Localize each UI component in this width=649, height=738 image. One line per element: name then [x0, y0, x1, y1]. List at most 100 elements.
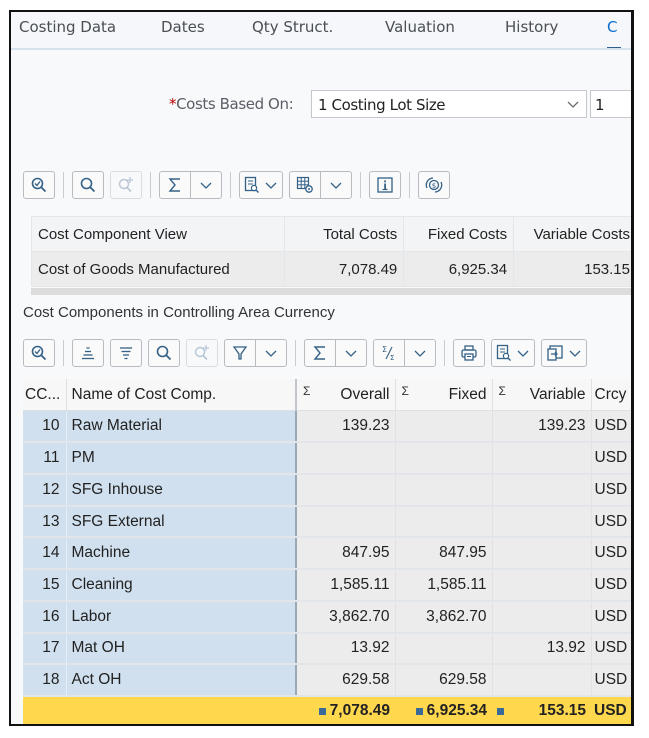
sum-menu-button[interactable]	[159, 171, 222, 199]
table-row[interactable]: 12 SFG Inhouse USD	[23, 474, 631, 507]
toolbar-separator	[230, 172, 231, 198]
fixed-cell	[395, 442, 493, 476]
export-icon	[547, 345, 563, 361]
name-cell: Machine	[66, 537, 297, 571]
export-menu-button[interactable]	[541, 339, 587, 367]
details-button[interactable]	[23, 339, 55, 367]
find-button[interactable]	[148, 339, 180, 367]
total-row: 7,078.49 6,925.34 153.15 USD	[23, 695, 631, 724]
find-button[interactable]	[72, 171, 104, 199]
cost-component-view-cell: Cost of Goods Manufactured	[31, 251, 285, 287]
tab-valuation[interactable]: Valuation	[385, 18, 455, 36]
tab-costing-data[interactable]: Costing Data	[19, 18, 117, 36]
overall-cell: 847.95	[296, 537, 396, 571]
info-button[interactable]	[369, 171, 401, 199]
chevron-down-icon	[414, 350, 426, 357]
toolbar-separator	[295, 340, 296, 366]
find-icon	[80, 177, 96, 193]
variable-cell: 13.92	[492, 632, 592, 666]
column-header-crcy[interactable]: Crcy	[591, 379, 631, 412]
cc-cell: 10	[23, 410, 67, 444]
column-header-fixed-label: Fixed	[448, 385, 487, 403]
cost-component-view-table: Cost Component View Total Costs Fixed Co…	[31, 216, 631, 287]
table-row[interactable]: 18 Act OH 629.58 629.58 USD	[23, 664, 631, 697]
chevron-down-icon	[200, 182, 212, 189]
toolbar-separator	[409, 172, 410, 198]
name-cell: Raw Material	[66, 410, 297, 444]
column-header-total-costs[interactable]: Total Costs	[283, 216, 405, 252]
toolbar-separator	[444, 340, 445, 366]
sort-ascending-button[interactable]	[72, 339, 104, 367]
column-header-variable-costs[interactable]: Variable Costs	[513, 216, 631, 252]
tab-history[interactable]: History	[505, 18, 559, 36]
column-header-crcy-label: Crcy	[594, 385, 627, 403]
view-menu-button[interactable]	[239, 171, 283, 199]
overall-cell	[296, 474, 396, 507]
table-row[interactable]: 14 Machine 847.95 847.95 USD	[23, 537, 631, 571]
fixed-cell: 629.58	[395, 664, 493, 697]
costs-based-on-dropdown[interactable]: 1 Costing Lot Size	[311, 90, 587, 118]
column-header-variable[interactable]: Σ Variable	[492, 379, 592, 412]
grid-header-row: CC... Name of Cost Comp. Σ Overall Σ Fixed…	[23, 379, 631, 412]
toolbar-separator	[63, 340, 64, 366]
fixed-cell: 847.95	[395, 537, 493, 571]
column-header-cost-component-view[interactable]: Cost Component View	[31, 216, 285, 252]
layout-settings-button[interactable]	[289, 171, 352, 199]
find-next-button[interactable]	[186, 339, 218, 367]
table-row[interactable]: Cost of Goods Manufactured 7,078.49 6,92…	[31, 251, 631, 287]
sum-menu-button[interactable]	[304, 339, 367, 367]
details-button[interactable]	[23, 171, 55, 199]
table-row[interactable]: 16 Labor 3,862.70 3,862.70 USD	[23, 600, 631, 634]
print-button[interactable]	[453, 339, 485, 367]
find-icon	[156, 345, 172, 361]
tab-qty-struct[interactable]: Qty Struct.	[252, 18, 334, 36]
crcy-cell: USD	[591, 632, 631, 666]
tab-cost-estimate[interactable]: C	[607, 12, 621, 48]
column-header-cc-label: CC...	[25, 385, 61, 403]
total-marker-icon	[497, 707, 504, 715]
table-row[interactable]: 15 Cleaning 1,585.11 1,585.11 USD	[23, 569, 631, 602]
total-fixed-value: 6,925.34	[426, 702, 487, 720]
overall-cell	[296, 505, 396, 539]
total-costs-cell: 7,078.49	[283, 251, 405, 287]
overall-cell: 3,862.70	[296, 600, 396, 634]
column-header-cc[interactable]: CC...	[23, 379, 67, 412]
view-menu-button[interactable]	[491, 339, 535, 367]
sort-descending-button[interactable]	[110, 339, 142, 367]
column-header-name[interactable]: Name of Cost Comp.	[66, 379, 297, 412]
chevron-down-icon	[517, 350, 529, 357]
cc-cell: 11	[23, 442, 67, 476]
details-icon	[31, 345, 47, 361]
total-marker-icon	[415, 707, 423, 715]
quantity-field[interactable]: 1	[590, 90, 631, 118]
variable-cell	[492, 537, 592, 571]
toolbar-separator	[63, 172, 64, 198]
cost-components-grid: CC... Name of Cost Comp. Σ Overall Σ Fixed…	[23, 379, 631, 724]
view-icon	[244, 176, 259, 193]
table-row[interactable]: 11 PM USD	[23, 442, 631, 476]
fixed-cell: 3,862.70	[395, 600, 493, 634]
variable-cell	[492, 664, 592, 697]
fixed-cell	[395, 505, 493, 539]
quantity-value: 1	[595, 96, 605, 114]
chevron-down-icon[interactable]	[566, 97, 580, 111]
filter-menu-button[interactable]	[224, 339, 287, 367]
column-header-overall[interactable]: Σ Overall	[296, 379, 396, 412]
sum-icon	[168, 178, 180, 192]
currency-exchange-button[interactable]: $	[418, 171, 450, 199]
cc-cell: 15	[23, 569, 67, 602]
table-row[interactable]: 10 Raw Material 139.23 139.23 USD	[23, 410, 631, 444]
crcy-cell: USD	[591, 505, 631, 539]
variable-cell	[492, 474, 592, 507]
find-next-button[interactable]	[110, 171, 142, 199]
sort-descending-icon	[120, 347, 132, 360]
table-row[interactable]: 13 SFG External USD	[23, 505, 631, 539]
horizontal-scrollbar[interactable]	[31, 288, 631, 295]
tab-dates[interactable]: Dates	[161, 18, 205, 36]
column-header-fixed-costs[interactable]: Fixed Costs	[403, 216, 515, 252]
table-row[interactable]: 17 Mat OH 13.92 13.92 USD	[23, 632, 631, 666]
column-header-fixed[interactable]: Σ Fixed	[395, 379, 493, 412]
chevron-down-icon	[265, 182, 277, 189]
info-icon	[377, 177, 393, 193]
